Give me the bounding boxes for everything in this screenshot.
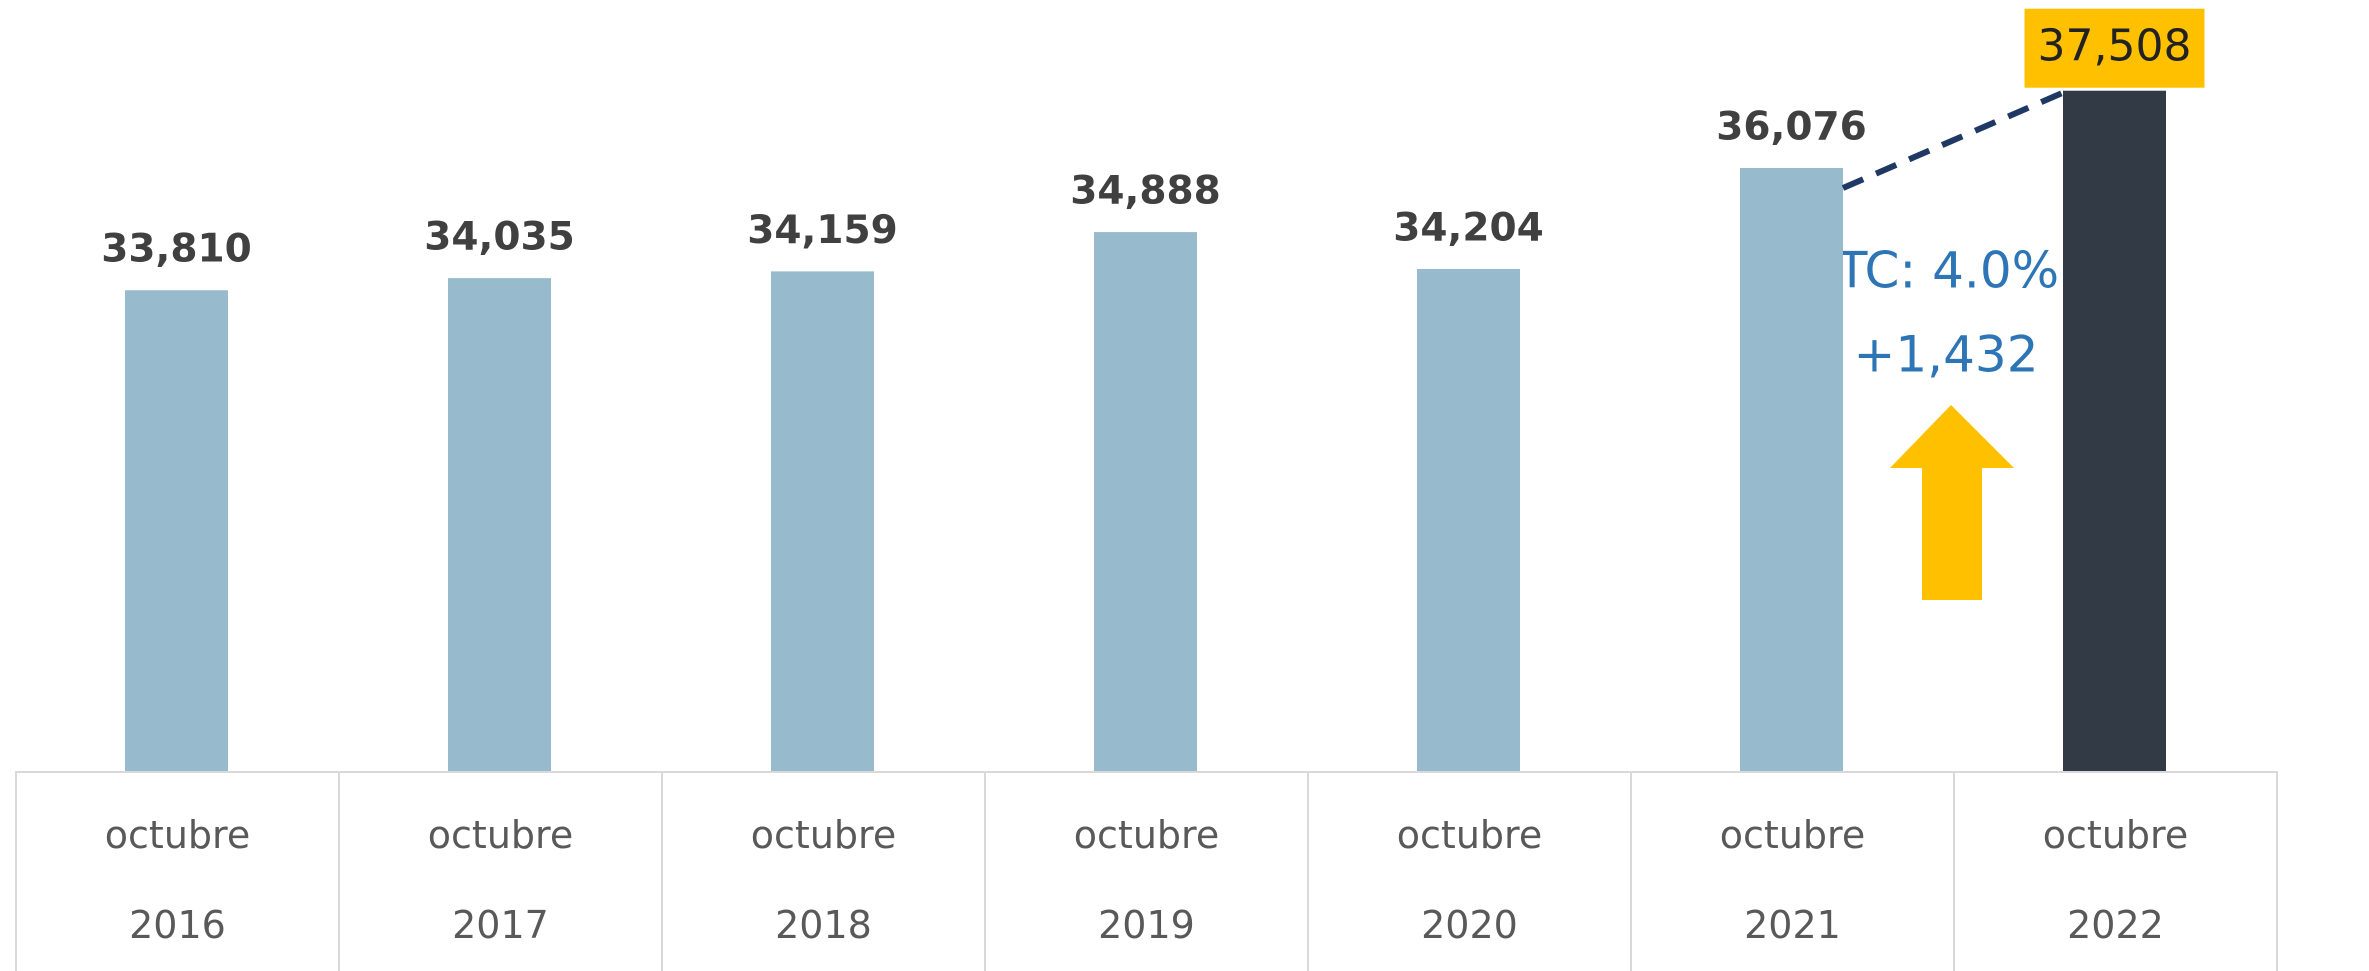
category-cell: octubre 2016 <box>15 771 340 971</box>
x-tick-label: octubre 2019 <box>1074 790 1219 970</box>
page: TC: 4.0% +1,432 33,810 34,035 34,159 34,888… <box>0 0 2369 951</box>
annotation-rate: TC: 4.0% <box>1836 242 2059 300</box>
bar <box>1417 269 1520 771</box>
value-label: 34,035 <box>424 215 575 260</box>
category-cell: octubre 2017 <box>338 771 663 971</box>
value-label: 34,888 <box>1070 169 1221 214</box>
annotation-diff: +1,432 <box>1853 326 2038 384</box>
value-label: 33,810 <box>101 227 252 272</box>
up-arrow <box>1890 405 2014 600</box>
x-tick-label: octubre 2020 <box>1397 790 1542 970</box>
x-tick-label: octubre 2017 <box>428 790 573 970</box>
x-tick-label: octubre 2021 <box>1720 790 1865 970</box>
category-cell: octubre 2018 <box>661 771 986 971</box>
bar <box>448 278 551 771</box>
value-label: 37,508 <box>2038 21 2192 72</box>
value-label: 34,159 <box>747 208 898 253</box>
bar <box>1740 168 1843 771</box>
x-tick-label: octubre 2018 <box>751 790 896 970</box>
value-label: 34,204 <box>1393 205 1544 250</box>
bar <box>771 271 874 771</box>
category-cell: octubre 2022 <box>1953 771 2278 971</box>
value-label: 36,076 <box>1716 104 1867 149</box>
category-cell: octubre 2020 <box>1307 771 1632 971</box>
x-tick-label: octubre 2022 <box>2043 790 2188 970</box>
bar <box>2063 91 2166 771</box>
x-tick-label: octubre 2016 <box>105 790 250 970</box>
category-cell: octubre 2019 <box>984 771 1309 971</box>
bar <box>1094 232 1197 771</box>
trend-line <box>1843 93 2063 188</box>
bar <box>125 290 228 771</box>
category-cell: octubre 2021 <box>1630 771 1955 971</box>
